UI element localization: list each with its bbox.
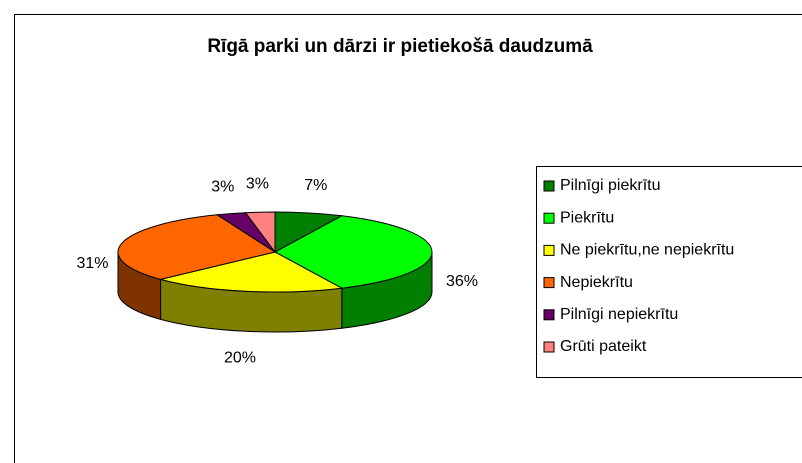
chart-title: Rīgā parki un dārzi ir pietiekošā daudzu… xyxy=(207,36,593,57)
data-label: 7% xyxy=(304,177,327,194)
data-label: 3% xyxy=(246,176,269,193)
legend-swatch xyxy=(543,277,555,289)
legend-label: Grūti pateikt xyxy=(560,338,647,355)
slice xyxy=(244,211,276,254)
slice xyxy=(273,215,433,289)
slice xyxy=(117,214,277,280)
data-label: 20% xyxy=(224,350,256,367)
legend-label: Pilnīgi nepiekrītu xyxy=(560,306,678,323)
data-label: 31% xyxy=(76,255,108,272)
legend-swatch xyxy=(543,341,555,353)
legend-label: Piekrītu xyxy=(560,209,614,226)
legend-swatch xyxy=(543,309,555,321)
slice xyxy=(160,251,344,293)
legend-swatch xyxy=(543,180,555,192)
data-label: 3% xyxy=(211,179,234,196)
legend-label: Ne piekrītu,ne nepiekrītu xyxy=(560,242,734,259)
legend-label: Pilnīgi piekrītu xyxy=(560,177,661,194)
legend-swatch xyxy=(543,212,555,224)
data-label: 36% xyxy=(446,273,478,290)
legend-box xyxy=(536,166,802,378)
legend-swatch xyxy=(543,244,555,256)
legend-label: Nepiekrītu xyxy=(560,274,633,291)
